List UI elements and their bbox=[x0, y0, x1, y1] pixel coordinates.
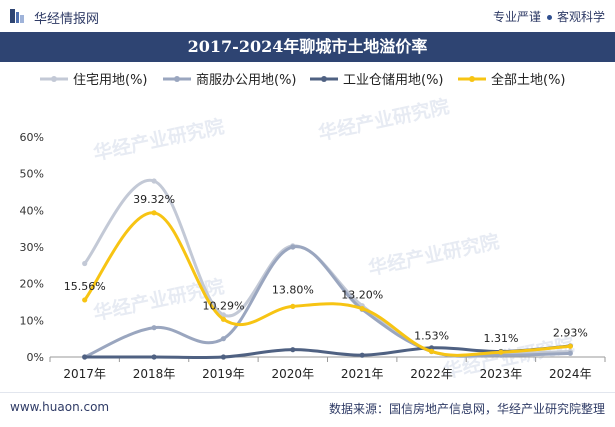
data-point bbox=[220, 354, 227, 360]
legend-marker bbox=[321, 76, 327, 82]
data-label: 39.32% bbox=[133, 193, 175, 206]
watermark-text: 华经产业研究院 bbox=[366, 230, 501, 280]
y-tick-label: 0% bbox=[27, 351, 44, 364]
watermark-text: 华经产业研究院 bbox=[316, 95, 451, 145]
data-label: 13.20% bbox=[341, 289, 383, 302]
data-point bbox=[567, 350, 573, 356]
x-tick-label: 2019年 bbox=[202, 367, 245, 381]
tagline: 专业严谨 客观科学 bbox=[493, 8, 605, 25]
data-point bbox=[498, 349, 504, 355]
data-label: 1.31% bbox=[483, 332, 518, 345]
x-tick-label: 2017年 bbox=[63, 367, 106, 381]
data-label: 1.53% bbox=[414, 329, 449, 342]
x-tick-label: 2022年 bbox=[410, 367, 453, 381]
tagline-right: 客观科学 bbox=[556, 10, 605, 24]
data-label: 2.93% bbox=[553, 326, 588, 339]
watermark-text: 华经产业研究院 bbox=[91, 115, 226, 165]
data-point bbox=[290, 244, 296, 250]
brand-name[interactable]: 华经情报网 bbox=[34, 12, 100, 27]
x-tick-label: 2020年 bbox=[272, 367, 315, 381]
chart-title: 2017-2024年聊城市土地溢价率 bbox=[187, 37, 428, 56]
legend-marker bbox=[469, 76, 475, 82]
data-point bbox=[220, 312, 227, 318]
title-bar: 2017-2024年聊城市土地溢价率 bbox=[0, 32, 615, 62]
y-tick-label: 40% bbox=[20, 204, 44, 217]
legend-marker bbox=[174, 76, 180, 82]
y-tick-label: 10% bbox=[20, 314, 44, 327]
series-lines bbox=[82, 178, 573, 360]
y-tick-label: 60% bbox=[20, 131, 44, 144]
legend-marker bbox=[51, 76, 57, 82]
data-point bbox=[220, 316, 227, 322]
data-point bbox=[290, 303, 296, 309]
data-point bbox=[359, 352, 365, 358]
data-label: 10.29% bbox=[202, 299, 244, 312]
separator-dot-icon bbox=[546, 15, 552, 20]
x-tick-label: 2021年 bbox=[341, 367, 384, 381]
y-tick-label: 20% bbox=[20, 278, 44, 291]
x-tick-label: 2024年 bbox=[549, 367, 592, 381]
footer-source: 数据来源：国信房地产信息网，华经产业研究院整理 bbox=[328, 402, 605, 416]
data-point bbox=[220, 336, 227, 342]
data-point bbox=[428, 345, 435, 351]
footer-url[interactable]: www.huaon.com bbox=[10, 400, 110, 414]
data-labels: 15.56% 39.32% 10.29% 13.80% 13.20% 1.53% 1.31%… bbox=[64, 193, 588, 345]
x-axis: 2017年 2018年 2019年 2020年 2021年 2022年 2023年 2024年 bbox=[49, 356, 606, 381]
y-axis: 0% 10% 20% 30% 40% 50% 60% bbox=[20, 131, 44, 364]
x-tick-label: 2018年 bbox=[133, 367, 176, 381]
data-point bbox=[82, 297, 88, 303]
legend-label: 工业仓储用地(%) bbox=[343, 73, 444, 88]
data-point bbox=[151, 325, 157, 331]
y-tick-label: 30% bbox=[20, 241, 44, 254]
data-label: 15.56% bbox=[64, 280, 106, 293]
legend-label: 全部土地(%) bbox=[491, 72, 566, 88]
data-point bbox=[82, 260, 88, 267]
data-point bbox=[428, 348, 435, 354]
data-point bbox=[151, 210, 157, 216]
legend: 住宅用地(%) 商服办公用地(%) 工业仓储用地(%) 全部土地(%) bbox=[40, 72, 566, 88]
data-point bbox=[151, 178, 157, 184]
data-point bbox=[290, 347, 296, 353]
x-tick-label: 2023年 bbox=[480, 367, 523, 381]
data-point bbox=[151, 354, 157, 360]
brand-logo-icon bbox=[10, 9, 24, 23]
top-bar: 华经情报网 专业严谨 客观科学 bbox=[0, 0, 615, 32]
tagline-left: 专业严谨 bbox=[492, 10, 541, 24]
data-point bbox=[82, 354, 88, 360]
data-point bbox=[359, 306, 365, 312]
y-tick-label: 50% bbox=[20, 168, 44, 181]
data-label: 13.80% bbox=[272, 283, 314, 296]
legend-label: 住宅用地(%) bbox=[73, 73, 148, 88]
data-point bbox=[567, 343, 573, 349]
legend-label: 商服办公用地(%) bbox=[196, 73, 297, 88]
footer-divider bbox=[0, 392, 615, 393]
series-3 bbox=[82, 210, 573, 357]
series-line bbox=[83, 245, 572, 359]
